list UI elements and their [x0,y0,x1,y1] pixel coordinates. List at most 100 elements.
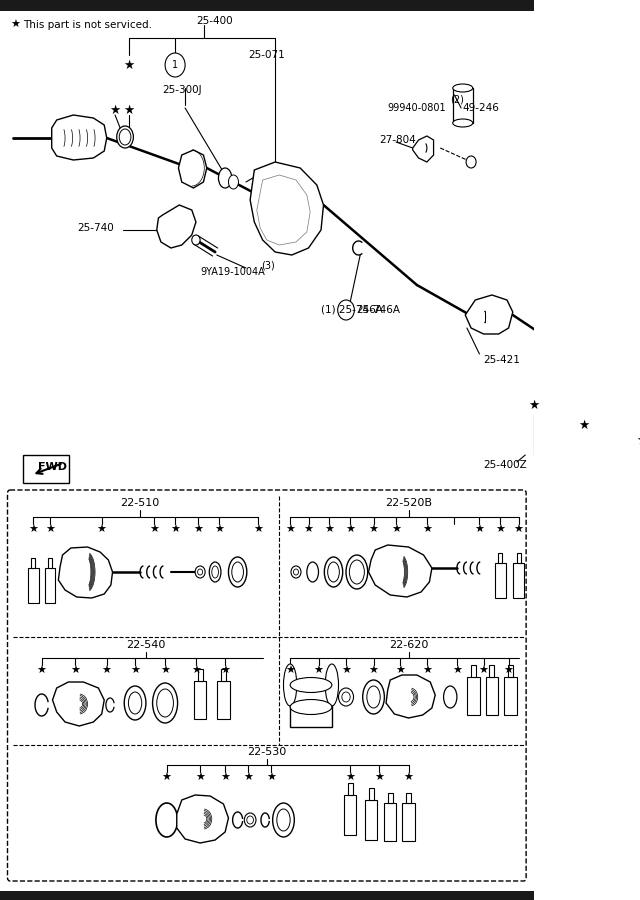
Ellipse shape [212,566,218,578]
Text: FWD: FWD [38,462,67,472]
Bar [0,891,534,900]
Text: ★: ★ [191,666,201,676]
FancyBboxPatch shape [28,568,39,602]
Ellipse shape [324,557,342,587]
Text: ★: ★ [130,666,140,676]
Text: 9YA19-1004A: 9YA19-1004A [200,267,265,277]
Text: ★: ★ [28,525,38,535]
FancyBboxPatch shape [486,677,498,715]
Text: ★: ★ [243,773,253,783]
Text: 22-540: 22-540 [126,640,166,650]
Ellipse shape [452,119,473,127]
Ellipse shape [273,803,294,837]
FancyBboxPatch shape [8,490,526,881]
FancyBboxPatch shape [365,800,378,840]
Ellipse shape [116,126,133,148]
FancyBboxPatch shape [48,557,52,568]
Ellipse shape [277,809,290,831]
Circle shape [294,569,298,575]
Circle shape [165,53,185,77]
Text: ★: ★ [97,525,107,535]
Text: ★: ★ [479,666,488,676]
Text: ★: ★ [422,666,432,676]
Text: ★: ★ [124,58,135,71]
Text: 25-400Z: 25-400Z [484,460,527,470]
Polygon shape [157,205,196,248]
Text: ★: ★ [109,104,121,116]
Text: ★: ★ [514,525,524,535]
Text: 1: 1 [172,60,178,70]
Ellipse shape [218,168,232,188]
Text: 25-071: 25-071 [248,50,285,60]
Text: ★: ★ [345,773,355,783]
Bar [0,0,534,11]
Polygon shape [179,150,207,188]
FancyBboxPatch shape [217,681,230,719]
Text: ★: ★ [324,525,334,535]
Ellipse shape [325,664,339,706]
Text: ★: ★ [636,434,640,446]
Text: ★: ★ [314,666,323,676]
Text: ★: ★ [578,418,589,431]
FancyBboxPatch shape [384,803,396,841]
Text: ★: ★ [345,525,355,535]
Polygon shape [465,295,513,334]
Text: ★: ★ [214,525,224,535]
FancyBboxPatch shape [45,568,56,602]
Ellipse shape [307,562,319,582]
Text: (3): (3) [261,260,275,270]
Text: ★: ★ [102,666,112,676]
Text: ★: ★ [160,666,170,676]
Ellipse shape [152,683,177,723]
Text: 22-530: 22-530 [247,747,287,757]
Ellipse shape [119,129,131,145]
FancyBboxPatch shape [406,793,411,803]
FancyBboxPatch shape [452,88,473,123]
Text: 27-804: 27-804 [380,135,416,145]
Circle shape [466,156,476,168]
Text: ★: ★ [341,666,351,676]
FancyBboxPatch shape [495,562,506,598]
Text: ★: ★ [162,773,172,783]
Text: ★: ★ [369,525,378,535]
Polygon shape [58,547,113,598]
Text: ★: ★ [124,104,135,116]
Text: 25-400: 25-400 [196,16,232,26]
Ellipse shape [284,664,297,706]
Text: ★: ★ [149,525,159,535]
FancyBboxPatch shape [508,665,513,677]
Polygon shape [369,545,432,597]
Ellipse shape [209,562,221,582]
FancyBboxPatch shape [221,669,226,681]
FancyBboxPatch shape [516,553,521,562]
Text: ★: ★ [504,666,514,676]
Text: (2): (2) [451,95,464,105]
Circle shape [342,692,350,702]
Text: ★: ★ [36,666,47,676]
Circle shape [247,816,253,824]
Ellipse shape [328,562,339,582]
Text: ★: ★ [285,666,295,676]
Text: 25-740: 25-740 [77,223,115,233]
FancyBboxPatch shape [513,562,524,598]
FancyBboxPatch shape [467,677,480,715]
Text: ★: ★ [452,666,462,676]
Ellipse shape [543,334,575,362]
Text: ★: ★ [193,525,204,535]
Ellipse shape [157,689,173,717]
Ellipse shape [548,339,570,357]
Text: ★: ★ [422,525,432,535]
Text: ★: ★ [195,773,205,783]
FancyBboxPatch shape [23,455,69,483]
Polygon shape [52,115,107,160]
Text: 22-510: 22-510 [120,498,160,508]
Text: ★: ★ [474,525,484,535]
Polygon shape [257,175,310,245]
FancyBboxPatch shape [490,665,495,677]
FancyBboxPatch shape [504,677,516,715]
Ellipse shape [452,84,473,92]
Circle shape [198,569,203,575]
Text: This part is not serviced.: This part is not serviced. [23,20,152,30]
Text: 25-746A: 25-746A [356,305,400,315]
Text: ★: ★ [220,666,230,676]
